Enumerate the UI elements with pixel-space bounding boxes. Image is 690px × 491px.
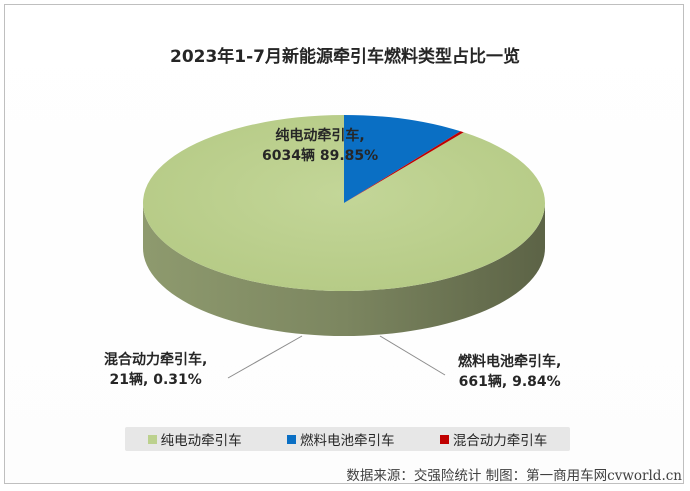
chart-title: 2023年1-7月新能源牵引车燃料类型占比一览 <box>169 47 521 67</box>
legend-swatch-fc <box>286 434 296 444</box>
label-hy-value: 21辆, 0.31% <box>109 372 202 388</box>
legend-item-hy: 混合动力牵引车 <box>439 429 548 449</box>
leader-line-hy <box>227 335 303 379</box>
legend-label-hy: 混合动力牵引车 <box>452 433 548 449</box>
label-ev: 纯电动牵引车, 6034辆 89.85% <box>262 126 378 166</box>
chart-legend: 纯电动牵引车 燃料电池牵引车 混合动力牵引车 <box>125 427 570 451</box>
label-fc: 燃料电池牵引车, 661辆, 9.84% <box>458 352 561 392</box>
label-hy-name: 混合动力牵引车, <box>104 352 208 368</box>
legend-swatch-ev <box>147 434 157 444</box>
slice-fc-top <box>344 115 461 203</box>
label-fc-name: 燃料电池牵引车, <box>458 354 562 370</box>
slice-hy-top <box>344 131 464 203</box>
source-note: 数据来源：交强险统计 制图：第一商用车网cvworld.cn <box>346 468 682 484</box>
slice-ev-top <box>143 115 545 292</box>
label-hy: 混合动力牵引车, 21辆, 0.31% <box>104 350 207 390</box>
legend-item-ev: 纯电动牵引车 <box>147 429 242 449</box>
legend-label-ev: 纯电动牵引车 <box>160 433 242 449</box>
label-ev-name: 纯电动牵引车, <box>275 128 365 144</box>
label-ev-value: 6034辆 89.85% <box>262 148 379 164</box>
leader-line-fc <box>379 335 446 376</box>
slice-ev-side <box>143 203 545 336</box>
legend-swatch-hy <box>439 434 449 444</box>
legend-item-fc: 燃料电池牵引车 <box>286 429 395 449</box>
label-fc-value: 661辆, 9.84% <box>458 374 561 390</box>
legend-label-fc: 燃料电池牵引车 <box>299 433 395 449</box>
